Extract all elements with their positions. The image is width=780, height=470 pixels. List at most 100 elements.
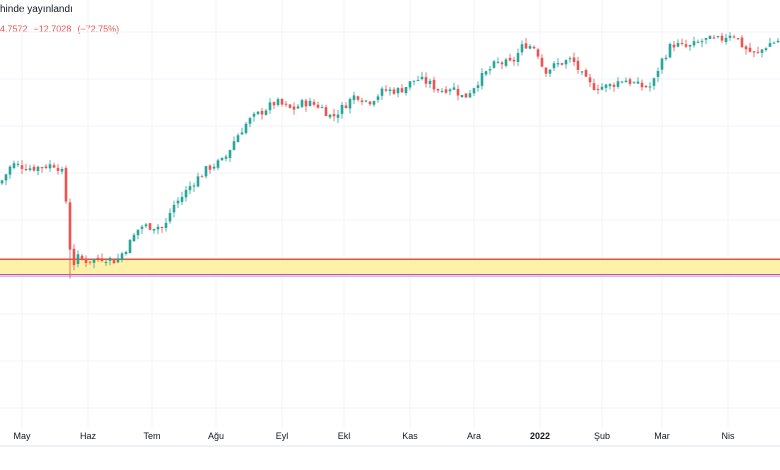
candle-body [264, 110, 268, 115]
candle-body [556, 63, 560, 65]
candle-body [160, 226, 164, 228]
candle-body [752, 51, 756, 53]
candle-body [524, 43, 528, 49]
candle-body [580, 71, 584, 73]
candle-body [472, 88, 476, 94]
candle-body [768, 43, 772, 47]
candle-body [32, 166, 36, 171]
candle-body [416, 80, 420, 82]
candle-body [552, 63, 556, 69]
candle-body [516, 53, 520, 63]
candle-body [412, 80, 416, 82]
candle-body [404, 86, 408, 94]
candle-body [144, 224, 148, 227]
candle-body [380, 88, 384, 96]
candle-body [208, 165, 212, 170]
x-tick-label: Nis [722, 431, 735, 441]
x-tick-label: May [13, 431, 31, 441]
candle-body [356, 96, 360, 100]
candle-body [604, 84, 608, 88]
candle-body [408, 81, 412, 88]
candle-body [168, 213, 172, 222]
candle-body [676, 43, 680, 47]
candle-body [0, 180, 4, 184]
x-tick-label: Tem [143, 431, 160, 441]
candle-body [364, 100, 368, 102]
candle-body [224, 156, 228, 159]
candle-body [692, 41, 696, 46]
candle-body [28, 168, 32, 170]
candle-body [484, 71, 488, 75]
candle-body [132, 234, 136, 242]
candle-body [764, 48, 768, 50]
candle-body [776, 40, 780, 43]
x-tick-label: Ara [467, 431, 481, 441]
candle-body [372, 101, 376, 105]
candle-body [668, 44, 672, 58]
candle-body [100, 258, 104, 261]
candle-body [732, 36, 736, 38]
candle-body [352, 95, 356, 101]
candle-body [712, 37, 716, 39]
candle-body [744, 46, 748, 50]
candle-body [500, 62, 504, 65]
candle-body [772, 42, 776, 44]
candle-body [680, 42, 684, 44]
candle-body [700, 41, 704, 43]
candle-body [124, 251, 128, 254]
candle-body [192, 185, 196, 187]
candle-body [184, 190, 188, 198]
change-value: −12.7028 [33, 24, 72, 34]
candle-body [576, 60, 580, 70]
candle-body [532, 46, 536, 49]
candle-body [152, 228, 156, 231]
candle-body [88, 261, 92, 263]
candle-body [388, 89, 392, 91]
candle-body [420, 76, 424, 80]
candle-body [148, 223, 152, 230]
candle-body [492, 61, 496, 68]
candle-body [612, 84, 616, 87]
x-tick-label: Mar [654, 431, 670, 441]
candle-body [636, 81, 640, 84]
candle-body [528, 46, 532, 49]
candle-body [424, 77, 428, 84]
candle-body [616, 81, 620, 87]
candle-body [340, 104, 344, 114]
candle-body [400, 88, 404, 93]
candle-body [540, 57, 544, 67]
candle-body [452, 87, 456, 90]
candle-body [460, 94, 464, 98]
candle-body [84, 259, 88, 263]
candle-body [436, 88, 440, 91]
candle-body [56, 167, 60, 171]
candle-body [276, 99, 280, 105]
candle-body [704, 38, 708, 40]
candle-body [548, 69, 552, 74]
candle-body [92, 258, 96, 263]
candle-body [476, 85, 480, 88]
candle-body [728, 35, 732, 38]
candle-body [588, 77, 592, 83]
candle-body [756, 51, 760, 53]
candle-body [708, 35, 712, 40]
candle-body [428, 80, 432, 84]
candle-body [504, 59, 508, 66]
candle-body [308, 100, 312, 107]
candle-body [260, 110, 264, 115]
candle-body [140, 226, 144, 229]
ohlc-readout: 4.7572 −12.7028 (−72.75%) [0, 24, 125, 34]
candle-body [444, 89, 448, 93]
candle-body [280, 98, 284, 105]
candle-body [488, 69, 492, 71]
candle-body [64, 167, 68, 202]
candle-body [688, 45, 692, 47]
candle-body [196, 176, 200, 187]
candle-body [568, 58, 572, 60]
candle-body [316, 104, 320, 108]
candle-body [544, 67, 548, 74]
support-zone [0, 258, 780, 278]
candle-body [104, 261, 108, 263]
candle-body [628, 79, 632, 85]
